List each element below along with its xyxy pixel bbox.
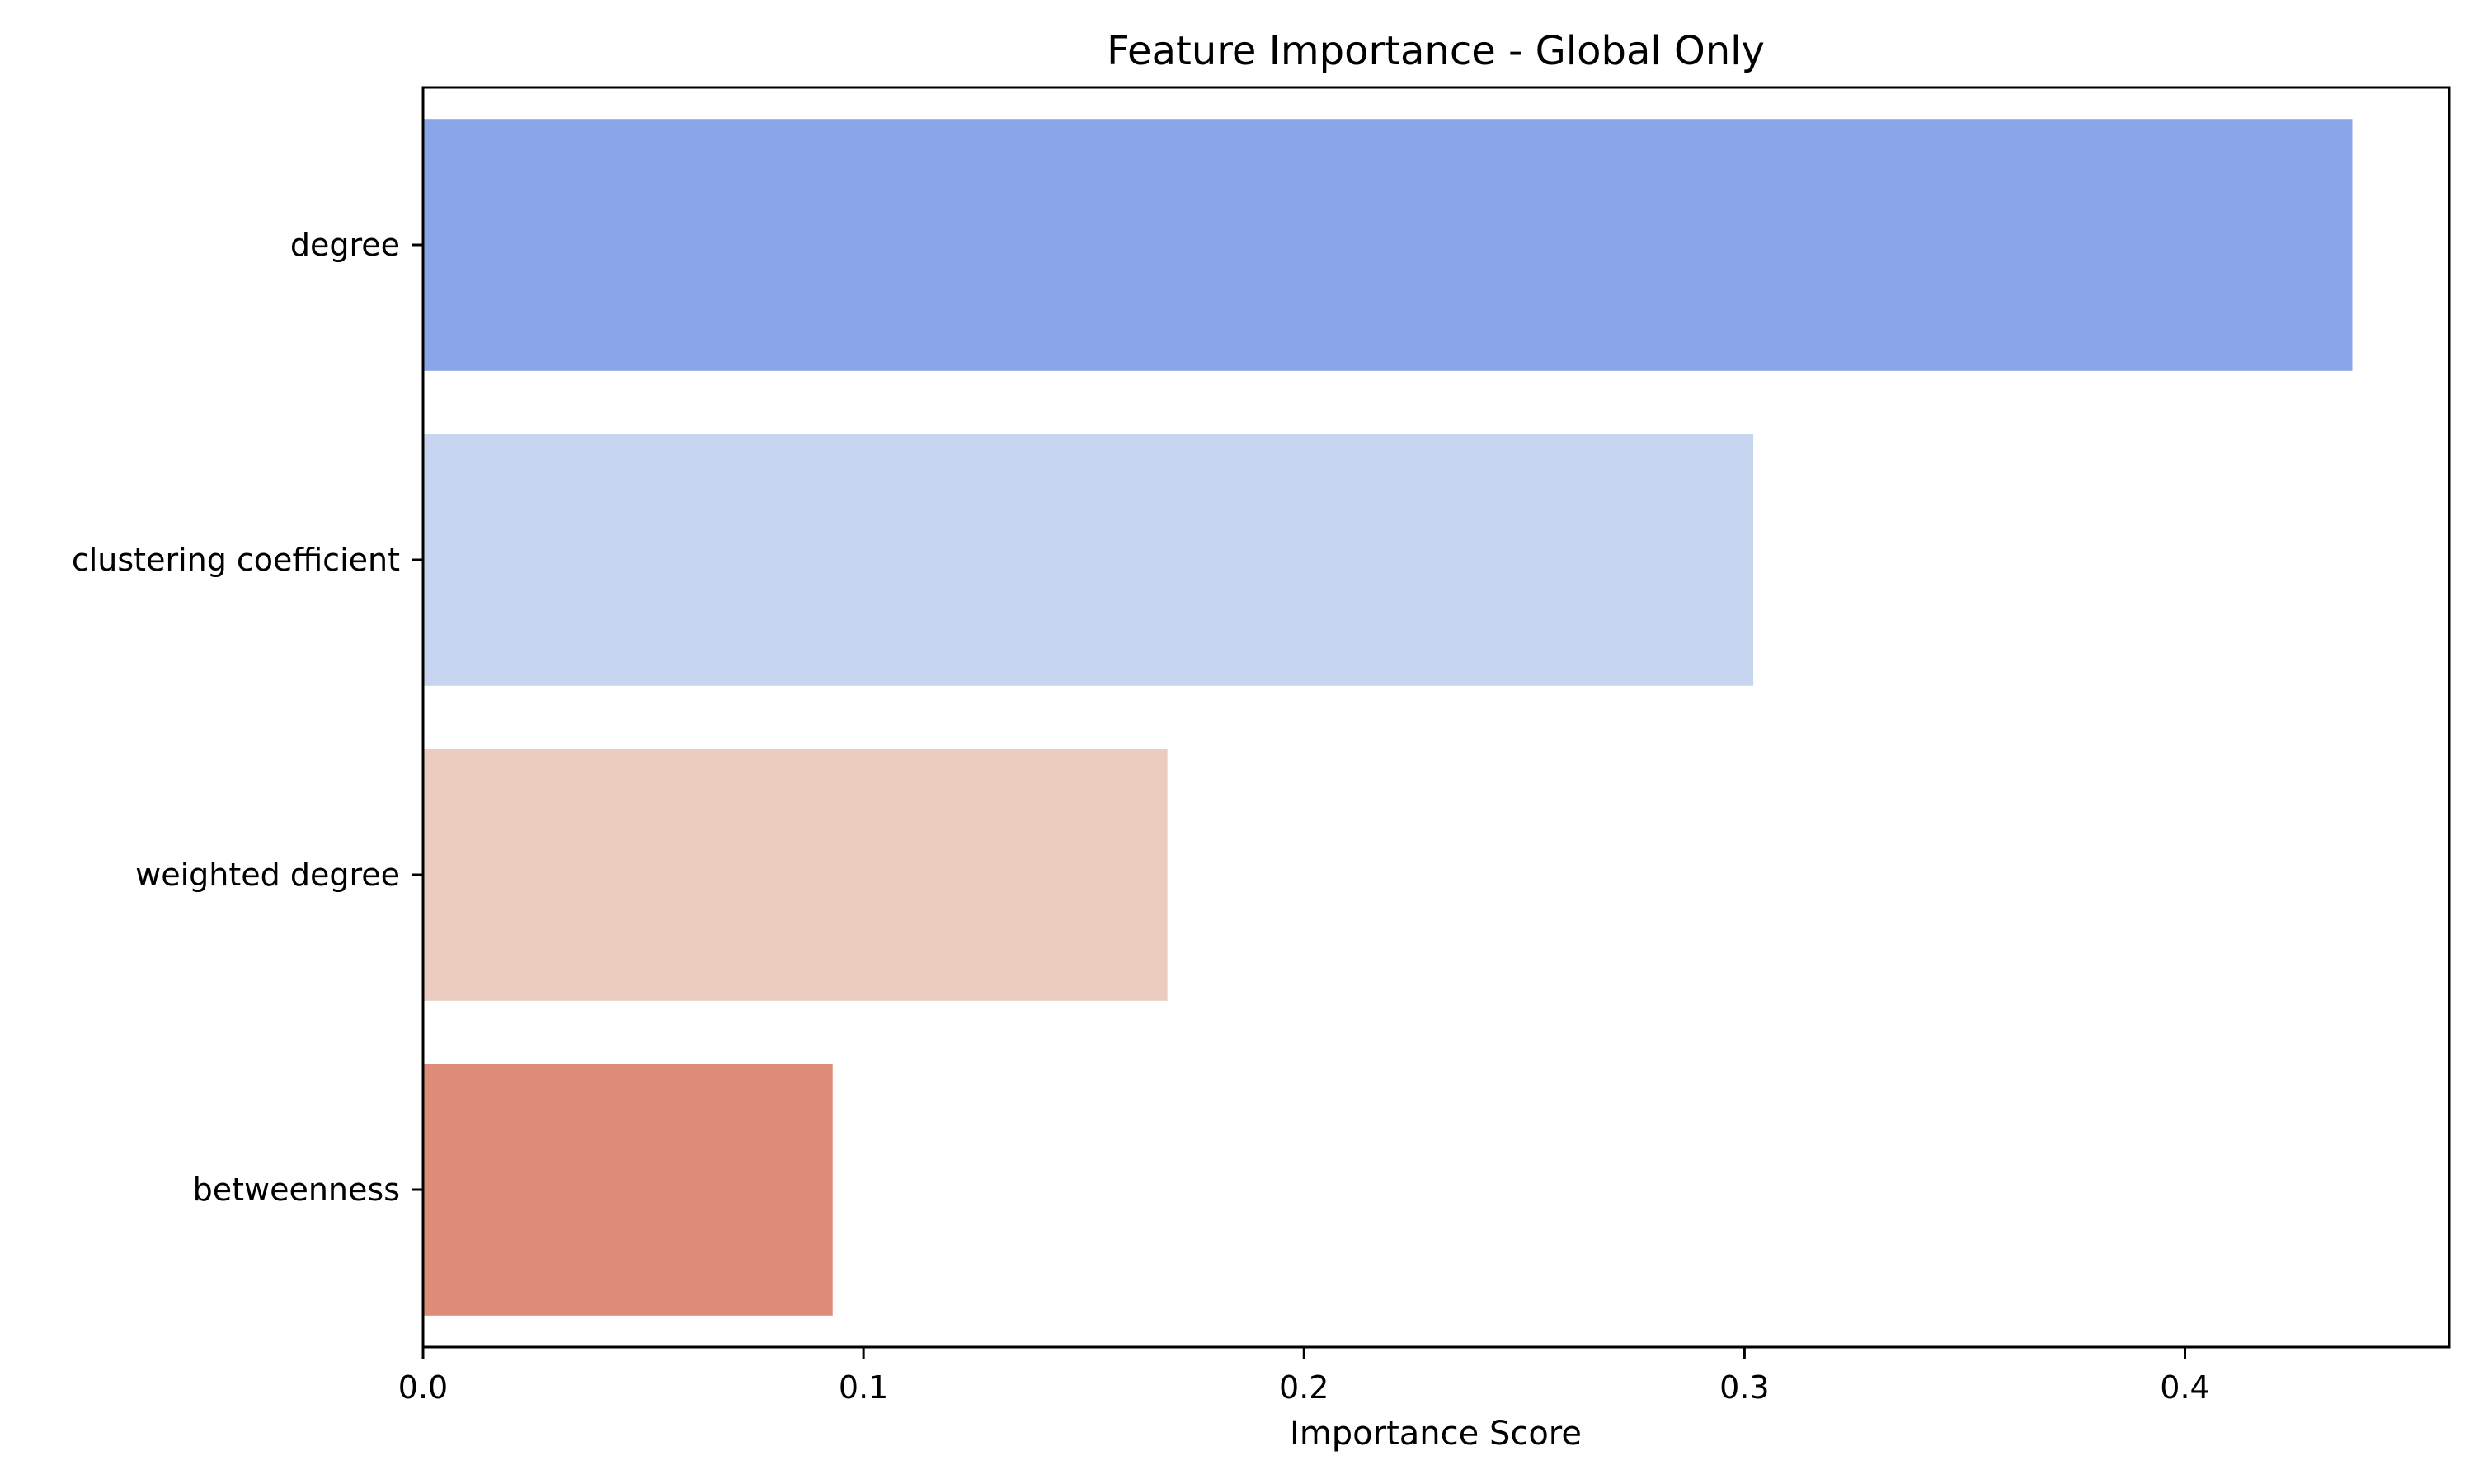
y-tick-label: degree	[290, 227, 400, 263]
y-axis-ticks: degree clustering coefficient weighted deg…	[72, 227, 423, 1208]
bars-group	[423, 119, 2353, 1316]
x-axis-ticks: 0.0 0.1 0.2 0.3 0.4	[398, 1347, 2210, 1406]
plot-frame	[421, 86, 2451, 1349]
x-tick-label: 0.1	[839, 1369, 888, 1406]
bar-betweenness	[423, 1064, 833, 1316]
bar-weighted-degree	[423, 749, 1168, 1001]
chart-title: Feature Importance - Global Only	[1107, 28, 1765, 74]
bar-clustering-coefficient	[423, 434, 1754, 686]
y-tick-label: weighted degree	[135, 857, 400, 893]
y-tick-label: betweenness	[193, 1172, 400, 1208]
x-tick-label: 0.3	[1719, 1369, 1769, 1406]
x-tick-label: 0.2	[1279, 1369, 1329, 1406]
x-tick-label: 0.0	[398, 1369, 448, 1406]
x-tick-label: 0.4	[2160, 1369, 2209, 1406]
x-axis-label: Importance Score	[1290, 1415, 1582, 1453]
bar-degree	[423, 119, 2353, 371]
y-tick-label: clustering coefficient	[72, 542, 400, 578]
